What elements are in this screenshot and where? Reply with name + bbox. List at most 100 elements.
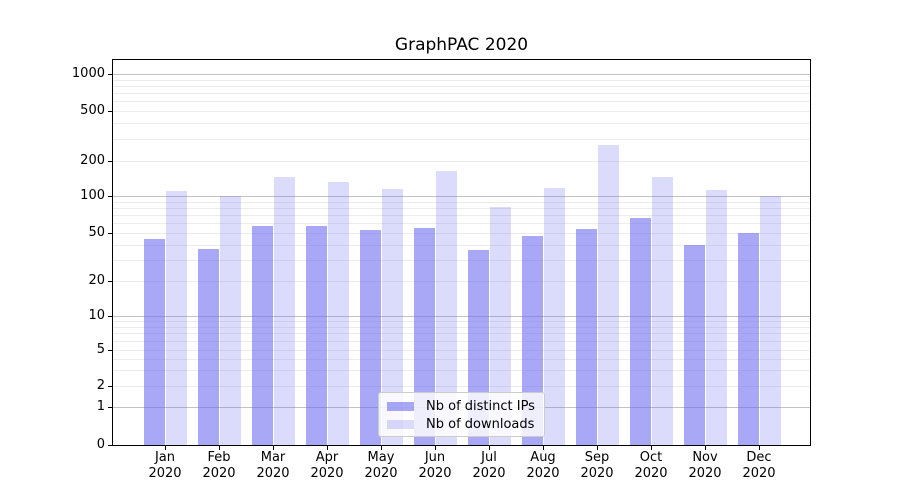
x-tick-label-jun: Jun 2020 xyxy=(405,450,465,482)
y-tick-100 xyxy=(108,196,112,197)
gridline-minor-70 xyxy=(113,215,810,216)
y-tick-label-10: 10 xyxy=(88,308,105,323)
plot-area xyxy=(112,59,811,446)
gridline-minor-8 xyxy=(113,327,810,328)
gridline-major-1000 xyxy=(113,74,810,75)
gridline-major-10 xyxy=(113,316,810,317)
legend-swatch-downloads xyxy=(387,419,414,429)
bar-nb-of-downloads-jun xyxy=(435,170,457,445)
bar-nb-of-downloads-sep xyxy=(597,144,619,445)
gridline-major-100 xyxy=(113,196,810,197)
bar-nb-of-downloads-aug xyxy=(543,187,565,445)
gridline-minor-400 xyxy=(113,123,810,124)
x-tick-oct xyxy=(651,446,652,450)
y-tick-1 xyxy=(108,407,112,408)
x-tick-year-oct: 2020 xyxy=(634,466,668,481)
bar-nb-of-downloads-apr xyxy=(327,181,349,445)
bar-nb-of-downloads-may xyxy=(381,188,403,445)
y-tick-1000 xyxy=(108,74,112,75)
x-tick-year-feb: 2020 xyxy=(202,466,236,481)
y-tick-200 xyxy=(108,161,112,162)
gridline-minor-800 xyxy=(113,86,810,87)
legend-item-distinct-ips: Nb of distinct IPs xyxy=(385,397,544,415)
x-tick-aug xyxy=(543,446,544,450)
x-tick-year-apr: 2020 xyxy=(310,466,344,481)
x-tick-year-aug: 2020 xyxy=(526,466,560,481)
y-tick-label-1: 1 xyxy=(96,399,105,414)
y-tick-50 xyxy=(108,233,112,234)
gridline-minor-9 xyxy=(113,321,810,322)
x-tick-feb xyxy=(219,446,220,450)
x-tick-label-jul: Jul 2020 xyxy=(459,450,519,482)
x-tick-label-sep: Sep 2020 xyxy=(567,450,627,482)
gridline-minor-60 xyxy=(113,223,810,224)
y-tick-label-2: 2 xyxy=(96,378,105,393)
gridline-minor-30 xyxy=(113,260,810,261)
bar-nb-of-distinct-ips-apr xyxy=(305,226,327,445)
x-tick-jul xyxy=(489,446,490,450)
x-tick-dec xyxy=(759,446,760,450)
gridline-minor-700 xyxy=(113,93,810,94)
x-tick-year-dec: 2020 xyxy=(742,466,776,481)
gridline-minor-500 xyxy=(113,111,810,112)
y-tick-label-500: 500 xyxy=(80,103,105,118)
y-tick-label-50: 50 xyxy=(88,225,105,240)
y-tick-label-20: 20 xyxy=(88,273,105,288)
bar-nb-of-distinct-ips-oct xyxy=(629,218,651,445)
bar-nb-of-downloads-nov xyxy=(705,190,727,445)
bar-nb-of-distinct-ips-mar xyxy=(251,226,273,445)
legend-item-downloads: Nb of downloads xyxy=(385,415,544,433)
bar-nb-of-distinct-ips-nov xyxy=(683,244,705,445)
x-tick-label-may: May 2020 xyxy=(351,450,411,482)
bar-nb-of-distinct-ips-may xyxy=(359,229,381,445)
x-tick-nov xyxy=(705,446,706,450)
x-tick-label-mar: Mar 2020 xyxy=(243,450,303,482)
gridline-minor-7 xyxy=(113,333,810,334)
gridline-minor-900 xyxy=(113,80,810,81)
x-tick-year-jun: 2020 xyxy=(418,466,452,481)
gridline-minor-200 xyxy=(113,161,810,162)
bar-nb-of-distinct-ips-jun xyxy=(413,227,435,445)
bar-nb-of-downloads-jul xyxy=(489,206,511,445)
gridline-minor-50 xyxy=(113,233,810,234)
bar-nb-of-distinct-ips-sep xyxy=(575,228,597,445)
x-tick-jun xyxy=(435,446,436,450)
y-tick-0 xyxy=(108,445,112,446)
legend-label-downloads: Nb of downloads xyxy=(426,416,535,432)
gridline-minor-5 xyxy=(113,350,810,351)
bar-nb-of-distinct-ips-jan xyxy=(143,238,165,445)
x-tick-jan xyxy=(165,446,166,450)
gridline-minor-2 xyxy=(113,386,810,387)
legend-label-distinct-ips: Nb of distinct IPs xyxy=(426,398,535,414)
x-tick-sep xyxy=(597,446,598,450)
bar-nb-of-distinct-ips-feb xyxy=(197,248,219,445)
x-tick-year-may: 2020 xyxy=(364,466,398,481)
x-tick-apr xyxy=(327,446,328,450)
y-tick-20 xyxy=(108,281,112,282)
bar-nb-of-downloads-dec xyxy=(759,196,781,445)
x-tick-label-jan: Jan 2020 xyxy=(135,450,195,482)
legend: Nb of distinct IPs Nb of downloads xyxy=(378,392,545,437)
x-tick-year-mar: 2020 xyxy=(256,466,290,481)
x-tick-year-jan: 2020 xyxy=(148,466,182,481)
bar-nb-of-downloads-oct xyxy=(651,177,673,445)
gridline-minor-40 xyxy=(113,245,810,246)
y-tick-label-1000: 1000 xyxy=(71,66,105,81)
y-tick-label-0: 0 xyxy=(96,437,105,452)
x-tick-label-oct: Oct 2020 xyxy=(621,450,681,482)
x-tick-label-nov: Nov 2020 xyxy=(675,450,735,482)
x-tick-year-nov: 2020 xyxy=(688,466,722,481)
x-tick-may xyxy=(381,446,382,450)
gridline-minor-80 xyxy=(113,208,810,209)
gridline-minor-20 xyxy=(113,281,810,282)
x-tick-label-aug: Aug 2020 xyxy=(513,450,573,482)
y-tick-5 xyxy=(108,350,112,351)
x-tick-year-sep: 2020 xyxy=(580,466,614,481)
y-tick-label-200: 200 xyxy=(80,153,105,168)
x-tick-label-apr: Apr 2020 xyxy=(297,450,357,482)
gridline-minor-300 xyxy=(113,139,810,140)
y-tick-500 xyxy=(108,111,112,112)
chart-title: GraphPAC 2020 xyxy=(394,35,529,55)
y-tick-2 xyxy=(108,386,112,387)
